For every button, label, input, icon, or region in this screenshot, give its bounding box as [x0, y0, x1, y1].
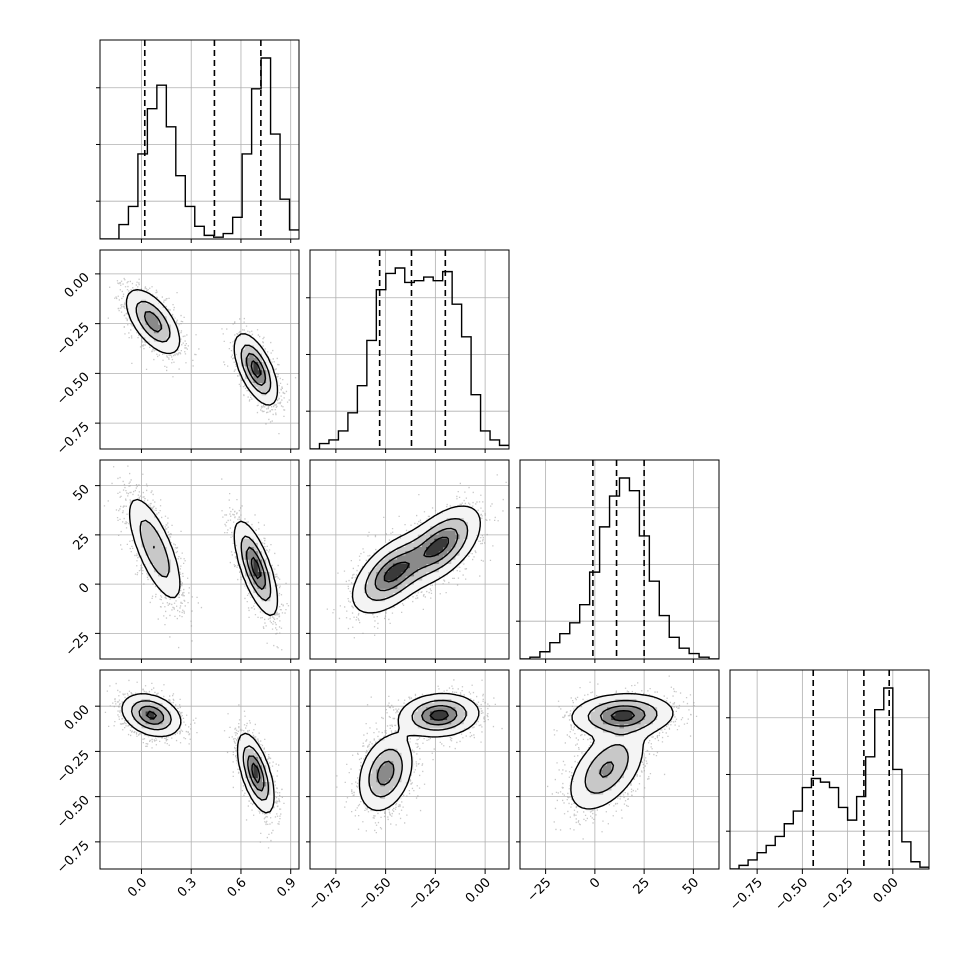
contour-line — [374, 527, 459, 592]
y-tick-label: 50 — [71, 482, 93, 504]
contour-line — [143, 310, 267, 386]
density-layer — [104, 679, 285, 849]
x-tick-label: −0.25 — [405, 875, 444, 914]
panel-border — [519, 459, 720, 660]
hist-panel-1 — [96, 39, 300, 240]
x-tick-label: −0.50 — [356, 875, 395, 914]
x-tick-label: 0.0 — [125, 875, 150, 900]
contour-line — [130, 700, 270, 801]
x-tick-label: 0 — [587, 875, 603, 891]
contour-line — [250, 360, 262, 379]
contour-line — [139, 519, 272, 602]
histogram-step — [520, 477, 719, 659]
y-tick-label: −0.25 — [54, 748, 93, 787]
density-layer — [547, 675, 698, 840]
density-band — [137, 299, 271, 396]
contour-line — [376, 705, 458, 786]
y-tick-label: −0.25 — [54, 320, 93, 359]
contour-line — [250, 556, 262, 580]
histogram-step — [730, 687, 929, 869]
contour-line — [146, 710, 261, 784]
contour-line — [153, 545, 266, 590]
contour-line — [125, 288, 279, 406]
x-tick-label: 0.9 — [274, 875, 299, 900]
scatter-panel-3-2 — [309, 459, 510, 660]
density-layer — [336, 679, 503, 834]
panel-border — [729, 669, 930, 870]
contour-line — [351, 505, 482, 614]
y-tick-label: −0.75 — [54, 419, 93, 458]
x-axis-2: −0.75 −0.50 −0.25 0.00 — [306, 869, 494, 914]
x-tick-label: 0.00 — [871, 875, 902, 906]
contour-line — [610, 710, 636, 722]
y-axis-3: −25 0 25 50 — [63, 482, 100, 660]
scatter-panel-2-1 — [99, 249, 300, 450]
x-tick-label: −0.50 — [772, 875, 811, 914]
contour-line — [584, 699, 658, 794]
density-layer — [326, 474, 507, 639]
x-tick-label: 0.00 — [463, 875, 494, 906]
y-axis-4: −0.75 −0.50 −0.25 0.00 — [54, 702, 100, 877]
x-axis-1: 0.0 0.3 0.6 0.9 — [125, 869, 300, 900]
contour-line — [570, 692, 674, 810]
y-tick-label: −0.75 — [54, 838, 93, 877]
y-axis-2: −0.75 −0.50 −0.25 0.00 — [54, 270, 100, 458]
contour-line — [358, 692, 480, 812]
y-tick-label: 0.00 — [62, 270, 93, 301]
panel-border — [99, 39, 300, 240]
y-tick-label: 0 — [76, 580, 92, 596]
panel-border — [99, 459, 300, 660]
density-band — [129, 501, 279, 614]
x-tick-label: 0.3 — [175, 875, 200, 900]
contour-line — [599, 705, 646, 778]
density-layer — [103, 465, 290, 651]
x-axis-3: −25 0 25 50 — [524, 869, 702, 905]
density-layer — [107, 277, 297, 435]
contour-line — [128, 498, 279, 617]
panel-border — [99, 669, 300, 870]
x-tick-label: −0.75 — [727, 875, 766, 914]
density-band — [598, 707, 645, 779]
y-tick-label: −0.50 — [54, 793, 93, 832]
panel-border — [309, 249, 510, 450]
y-tick-label: 0.00 — [62, 702, 93, 733]
scatter-panel-4-2 — [309, 669, 510, 870]
x-tick-label: −0.75 — [306, 875, 345, 914]
contour-line — [138, 705, 265, 792]
density-band — [384, 538, 448, 581]
y-tick-label: 25 — [71, 531, 93, 553]
x-tick-label: −25 — [524, 875, 554, 905]
contour-line — [368, 699, 467, 798]
contour-line — [429, 709, 449, 721]
panel-border — [519, 669, 720, 870]
density-band — [430, 711, 448, 721]
scatter-panel-3-1 — [99, 459, 300, 660]
x-axis-4: −0.75 −0.50 −0.25 0.00 — [727, 869, 902, 914]
y-tick-label: −0.50 — [54, 370, 93, 409]
density-band — [611, 711, 633, 721]
contour-line — [383, 536, 450, 583]
hist-panel-3 — [516, 459, 720, 660]
contour-line — [121, 693, 275, 814]
density-band — [141, 522, 271, 602]
x-tick-label: 50 — [680, 875, 702, 897]
y-tick-label: −25 — [63, 630, 93, 660]
x-tick-label: 25 — [631, 875, 653, 897]
hist-panel-2 — [306, 249, 510, 450]
scatter-panel-4-3 — [519, 669, 720, 870]
hist-panel-4 — [726, 669, 930, 870]
scatter-panel-4-1 — [99, 669, 300, 870]
x-tick-label: −0.25 — [818, 875, 857, 914]
panel-border — [309, 669, 510, 870]
panel-border — [99, 249, 300, 450]
contour-line — [364, 517, 469, 601]
histogram-step — [310, 267, 509, 449]
contour-line — [135, 300, 272, 395]
panel-border — [309, 459, 510, 660]
density-band — [133, 699, 271, 799]
histogram-step — [100, 57, 299, 239]
x-tick-label: 0.6 — [225, 875, 250, 900]
